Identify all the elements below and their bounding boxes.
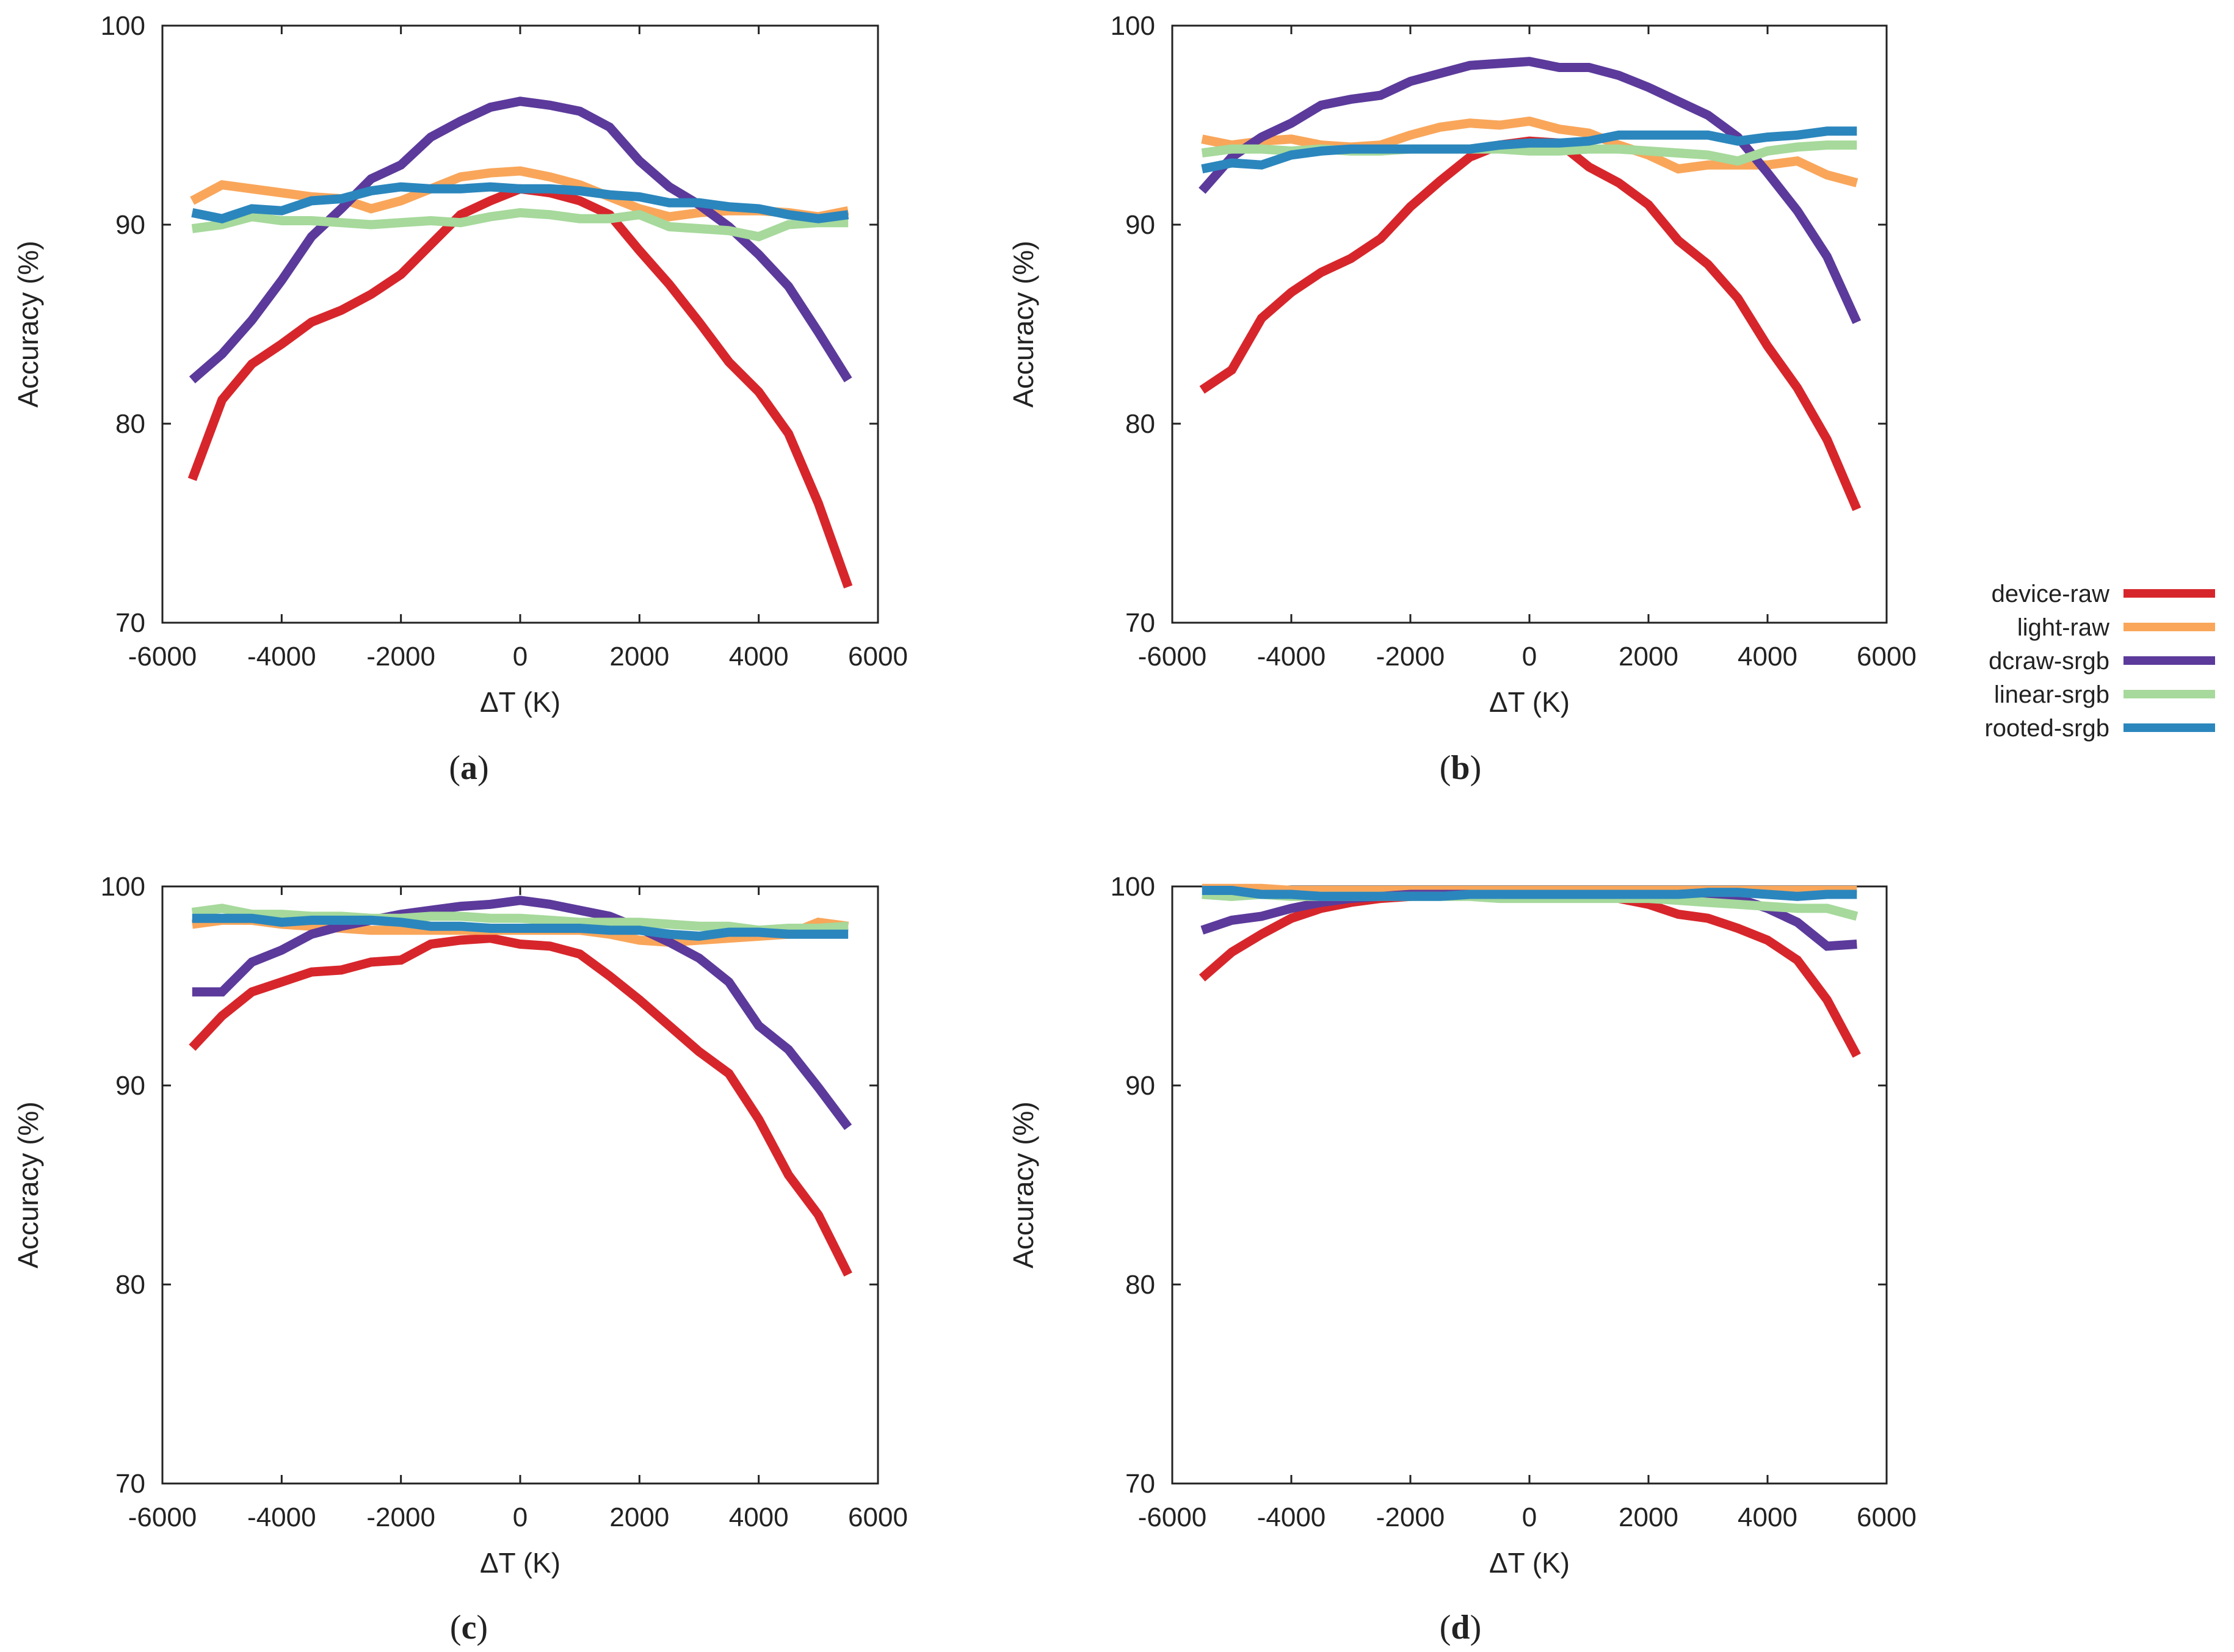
series-lines: [1199, 883, 1861, 1058]
y-tick-label: 100: [1111, 11, 1155, 41]
panel-a: -6000 -4000 -2000 0 2000 4000 6000 70 80 90 100 ΔT…: [12, 11, 908, 787]
y-tick-label: 100: [101, 872, 145, 902]
x-tick-label: -2000: [1376, 1502, 1445, 1532]
x-tick-label: 2000: [609, 642, 669, 672]
panel-caption: (c): [450, 1609, 488, 1647]
y-tick-label: 100: [1111, 872, 1155, 902]
y-tick-label: 90: [1125, 210, 1155, 240]
x-tick-label: -2000: [1376, 642, 1445, 672]
x-tick-label: -4000: [1257, 642, 1326, 672]
series-line-linear-srgb: [191, 208, 849, 242]
x-axis-title: ΔT (K): [1489, 1547, 1570, 1579]
plot-frame: [1171, 24, 1888, 624]
series-line-device-raw: [1199, 888, 1861, 1058]
series-line-dcraw-srgb: [192, 896, 852, 1130]
legend-label: rooted-srgb: [1984, 715, 2109, 742]
x-tick-label: 2000: [1619, 642, 1678, 672]
y-tick-label: 70: [1125, 1469, 1155, 1499]
x-tick-label: 0: [513, 1502, 528, 1532]
plot-frame: [161, 885, 879, 1485]
x-tick-label: -6000: [1138, 1502, 1207, 1532]
y-axis-title: Accuracy (%): [12, 241, 44, 407]
y-axis-title: Accuracy (%): [1007, 1101, 1039, 1268]
y-tick-label: 80: [115, 409, 145, 439]
series-line-rooted-srgb: [192, 913, 849, 941]
x-tick-label: 6000: [848, 642, 908, 672]
y-tick-label: 80: [1125, 1270, 1155, 1300]
y-tick-label: 70: [115, 608, 145, 638]
caption-letter: a: [460, 749, 477, 787]
x-tick-label: -6000: [128, 1502, 197, 1532]
x-tick-label: -2000: [366, 642, 435, 672]
x-tick-label: -6000: [1138, 642, 1207, 672]
y-tick-label: 80: [115, 1270, 145, 1300]
caption-letter: d: [1451, 1609, 1470, 1647]
x-tick-label: 2000: [609, 1502, 669, 1532]
x-tick-label: 0: [513, 642, 528, 672]
x-tick-label: 2000: [1619, 1502, 1678, 1532]
y-tick-label: 80: [1125, 409, 1155, 439]
legend-label: linear-srgb: [1994, 681, 2109, 708]
y-axis-title: Accuracy (%): [12, 1101, 44, 1268]
legend-label: device-raw: [1992, 581, 2110, 607]
ticks: -6000 -4000 -2000 0 2000 4000 6000 70 80 90 100: [1111, 872, 1917, 1532]
x-tick-label: 4000: [729, 642, 789, 672]
panel-b: -6000 -4000 -2000 0 2000 4000 6000 70 80 90 100 ΔT…: [1007, 11, 1917, 787]
legend: device-raw light-raw dcraw-srgb linear-srgb…: [1984, 581, 2215, 742]
y-tick-label: 70: [115, 1469, 145, 1499]
x-tick-label: 6000: [1857, 642, 1917, 672]
plot-frame: [1171, 885, 1888, 1485]
x-tick-label: 4000: [1738, 1502, 1797, 1532]
x-tick-label: 0: [1522, 642, 1537, 672]
caption-letter: b: [1451, 749, 1470, 787]
panel-caption: (b): [1440, 749, 1481, 787]
panel-d: -6000 -4000 -2000 0 2000 4000 6000 70 80 90 100 ΔT…: [1007, 872, 1917, 1647]
ticks: -6000 -4000 -2000 0 2000 4000 6000 70 80 90 100: [1111, 11, 1917, 672]
caption-letter: c: [462, 1609, 477, 1647]
plot-frame: [161, 24, 879, 624]
panel-caption: (a): [449, 749, 488, 787]
series-line-light-raw: [1201, 116, 1859, 187]
x-axis-title: ΔT (K): [1489, 686, 1570, 718]
series-line-rooted-srgb: [1201, 126, 1857, 174]
series-lines: [1199, 57, 1862, 512]
series-lines: [187, 96, 853, 589]
series-line-rooted-srgb: [191, 182, 849, 223]
y-tick-label: 90: [115, 210, 145, 240]
x-tick-label: -4000: [247, 1502, 316, 1532]
x-tick-label: -4000: [247, 642, 316, 672]
y-axis-title: Accuracy (%): [1007, 241, 1039, 407]
x-tick-label: 0: [1522, 1502, 1537, 1532]
series-line-device-raw: [1199, 136, 1862, 512]
y-tick-label: 70: [1125, 608, 1155, 638]
series-lines: [189, 896, 852, 1277]
series-line-dcraw-srgb: [1199, 57, 1862, 324]
x-tick-label: -4000: [1257, 1502, 1326, 1532]
x-tick-label: 6000: [848, 1502, 908, 1532]
legend-label: dcraw-srgb: [1989, 648, 2109, 675]
y-tick-label: 90: [115, 1071, 145, 1101]
y-tick-label: 100: [101, 11, 145, 41]
x-tick-label: -6000: [128, 642, 197, 672]
panel-c: -6000 -4000 -2000 0 2000 4000 6000 70 80 90 100 ΔT…: [12, 872, 908, 1647]
x-axis-title: ΔT (K): [480, 686, 560, 718]
y-tick-label: 90: [1125, 1071, 1155, 1101]
ticks: -6000 -4000 -2000 0 2000 4000 6000 70 80 90 100: [101, 11, 908, 672]
x-axis-title: ΔT (K): [480, 1547, 560, 1579]
ticks: -6000 -4000 -2000 0 2000 4000 6000 70 80 90 100: [101, 872, 908, 1532]
series-line-device-raw: [189, 933, 852, 1277]
x-tick-label: 4000: [1738, 642, 1797, 672]
x-tick-label: 6000: [1857, 1502, 1917, 1532]
legend-label: light-raw: [2017, 614, 2109, 641]
x-tick-label: 4000: [729, 1502, 789, 1532]
x-tick-label: -2000: [366, 1502, 435, 1532]
series-line-rooted-srgb: [1202, 886, 1857, 901]
series-line-linear-srgb: [191, 904, 849, 935]
panel-caption: (d): [1440, 1609, 1481, 1647]
